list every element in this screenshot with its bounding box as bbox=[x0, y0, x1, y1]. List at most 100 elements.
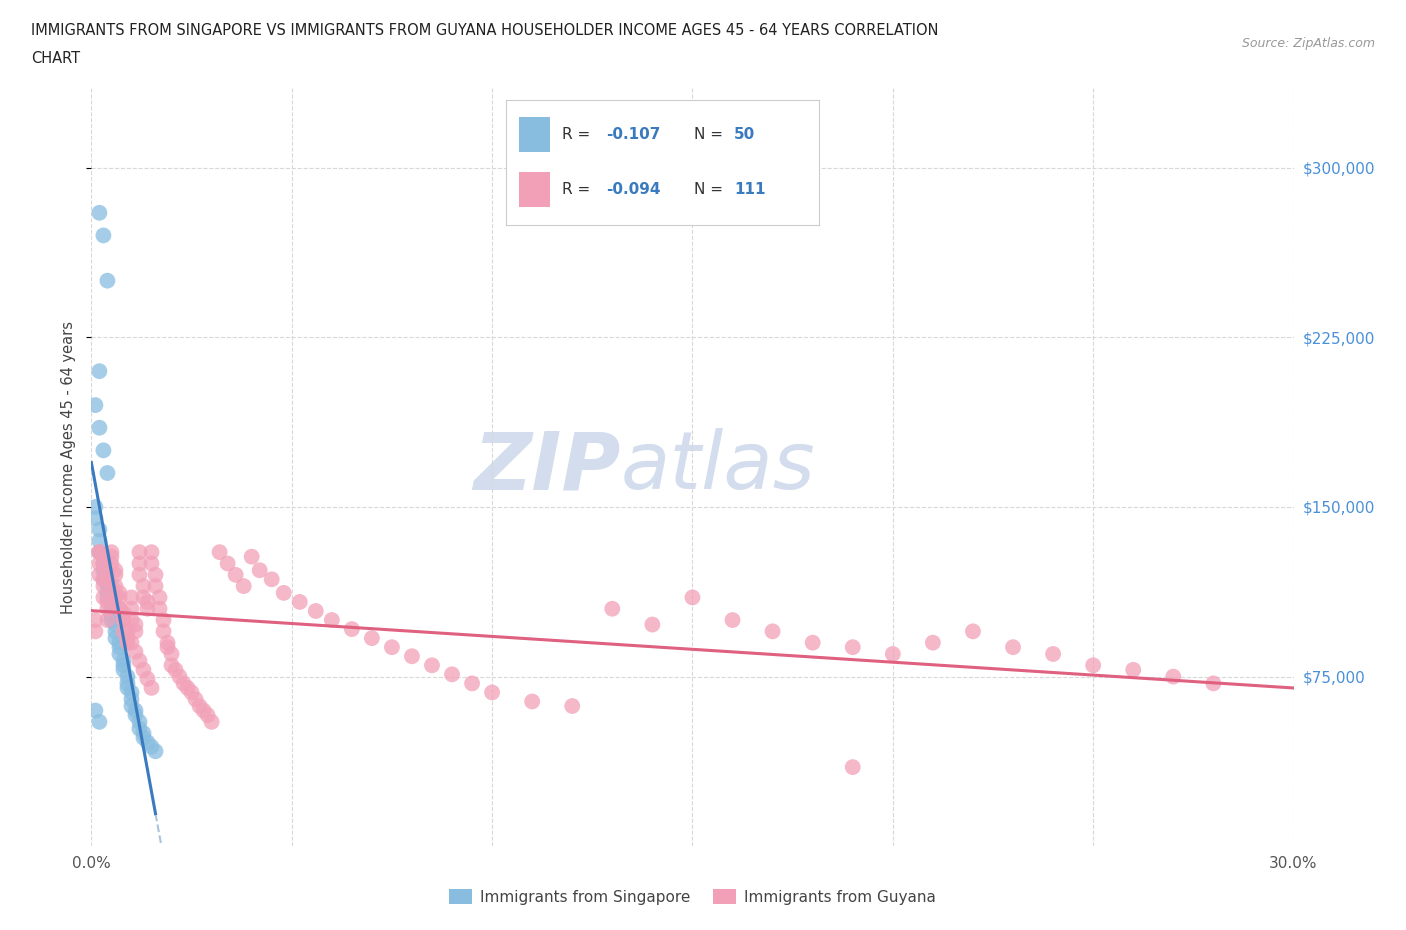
Point bbox=[249, 563, 271, 578]
Point bbox=[136, 602, 159, 617]
Point bbox=[117, 635, 139, 650]
Point bbox=[360, 631, 382, 645]
Point bbox=[112, 662, 135, 677]
Point bbox=[208, 545, 231, 560]
Text: CHART: CHART bbox=[31, 51, 80, 66]
Point bbox=[1122, 662, 1144, 677]
Text: IMMIGRANTS FROM SINGAPORE VS IMMIGRANTS FROM GUYANA HOUSEHOLDER INCOME AGES 45 -: IMMIGRANTS FROM SINGAPORE VS IMMIGRANTS … bbox=[31, 23, 938, 38]
Point bbox=[128, 654, 150, 669]
Point bbox=[112, 654, 135, 669]
Text: Source: ZipAtlas.com: Source: ZipAtlas.com bbox=[1241, 37, 1375, 50]
Point bbox=[100, 556, 122, 571]
Point bbox=[93, 556, 115, 571]
Point bbox=[100, 602, 122, 617]
Point bbox=[180, 685, 202, 700]
Point bbox=[89, 206, 111, 220]
Point bbox=[156, 635, 179, 650]
Text: ZIP: ZIP bbox=[472, 429, 620, 506]
Point bbox=[124, 624, 146, 639]
Point bbox=[104, 578, 127, 593]
Point bbox=[176, 681, 198, 696]
Point bbox=[89, 567, 111, 582]
Point bbox=[1083, 658, 1105, 672]
Point bbox=[84, 398, 107, 413]
Point bbox=[89, 522, 111, 537]
Point bbox=[93, 228, 115, 243]
Point bbox=[128, 556, 150, 571]
Point bbox=[340, 621, 363, 636]
Point bbox=[100, 578, 122, 593]
Point bbox=[141, 739, 163, 754]
Point bbox=[117, 676, 139, 691]
Point bbox=[1163, 670, 1185, 684]
Point bbox=[461, 676, 484, 691]
Point bbox=[108, 602, 131, 617]
Point bbox=[108, 635, 131, 650]
Point bbox=[112, 613, 135, 628]
Point bbox=[128, 545, 150, 560]
Point bbox=[96, 594, 118, 609]
Point bbox=[305, 604, 328, 618]
Point bbox=[93, 590, 115, 604]
Point bbox=[132, 730, 155, 745]
Point bbox=[100, 613, 122, 628]
Point bbox=[440, 667, 463, 682]
Point bbox=[96, 602, 118, 617]
Point bbox=[96, 590, 118, 604]
Point bbox=[104, 624, 127, 639]
Point bbox=[104, 590, 127, 604]
Point bbox=[108, 590, 131, 604]
Point bbox=[124, 708, 146, 723]
Point bbox=[93, 572, 115, 587]
Point bbox=[217, 556, 239, 571]
Point bbox=[225, 567, 247, 582]
Point bbox=[100, 594, 122, 609]
Point bbox=[124, 644, 146, 659]
Point bbox=[108, 640, 131, 655]
Point bbox=[112, 613, 135, 628]
Point bbox=[124, 703, 146, 718]
Point bbox=[160, 658, 183, 672]
Point bbox=[141, 681, 163, 696]
Point bbox=[321, 613, 343, 628]
Point bbox=[165, 662, 187, 677]
Point bbox=[104, 563, 127, 578]
Point bbox=[89, 714, 111, 729]
Point bbox=[141, 556, 163, 571]
Point bbox=[96, 466, 118, 481]
Point bbox=[841, 640, 863, 655]
Point bbox=[132, 662, 155, 677]
Point bbox=[288, 594, 311, 609]
Point bbox=[148, 590, 170, 604]
Point bbox=[96, 578, 118, 593]
Point bbox=[401, 649, 423, 664]
Point bbox=[112, 605, 135, 620]
Point bbox=[121, 685, 143, 700]
Point bbox=[160, 646, 183, 661]
Point bbox=[128, 721, 150, 736]
Point bbox=[173, 676, 195, 691]
Point bbox=[104, 567, 127, 582]
Point bbox=[100, 545, 122, 560]
Point bbox=[381, 640, 404, 655]
Point bbox=[93, 556, 115, 571]
Point bbox=[1001, 640, 1024, 655]
Point bbox=[117, 670, 139, 684]
Point bbox=[481, 685, 503, 700]
Point bbox=[762, 624, 785, 639]
Point bbox=[89, 545, 111, 560]
Point bbox=[84, 624, 107, 639]
Point bbox=[121, 613, 143, 628]
Point bbox=[681, 590, 703, 604]
Point bbox=[112, 624, 135, 639]
Point bbox=[145, 744, 167, 759]
Point bbox=[121, 692, 143, 707]
Point bbox=[89, 420, 111, 435]
Text: atlas: atlas bbox=[620, 429, 815, 506]
Point bbox=[84, 499, 107, 514]
Point bbox=[721, 613, 744, 628]
Point bbox=[117, 681, 139, 696]
Point bbox=[112, 658, 135, 672]
Point bbox=[152, 624, 174, 639]
Point bbox=[169, 670, 191, 684]
